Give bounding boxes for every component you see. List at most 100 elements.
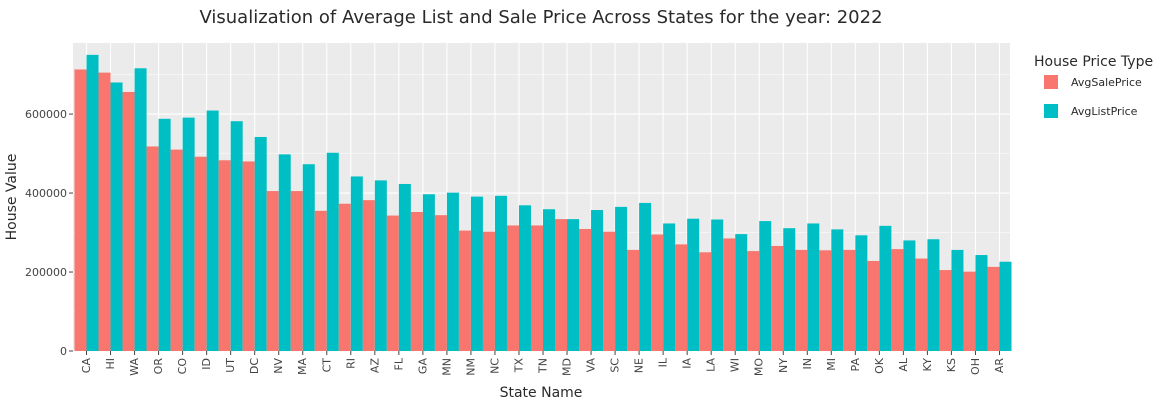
legend-swatch-AvgSalePrice [1044,75,1058,89]
bar-AvgSalePrice-SC [603,231,616,351]
x-tick-label: AR [993,358,1006,374]
legend: House Price Type AvgSalePrice AvgListPric… [1034,54,1153,118]
bar-AvgSalePrice-WA [122,91,135,351]
legend-title: House Price Type [1034,54,1153,70]
x-tick-label: LA [705,358,718,372]
bar-AvgSalePrice-ID [194,156,207,351]
bar-AvgListPrice-UT [230,121,243,351]
x-tick-label: CA [80,358,93,374]
x-tick-label: NE [633,358,646,373]
bar-AvgSalePrice-UT [218,160,231,351]
bar-AvgSalePrice-PA [843,249,856,351]
y-axis: 0 200000 400000 600000 [25,108,73,358]
x-axis: CA HI WA OR CO ID UT DC NV MA CT RI AZ FL GA MN NM NC TX TN… [80,351,1006,376]
x-tick-label: WI [729,358,742,372]
x-tick-label: KS [945,358,958,372]
x-tick-label: NM [464,358,477,376]
bar-AvgListPrice-GA [422,194,435,351]
bar-AvgListPrice-HI [110,82,123,351]
bar-AvgListPrice-WA [134,68,147,352]
bar-AvgSalePrice-TX [506,225,519,351]
x-tick-label: TN [537,358,550,374]
bar-AvgSalePrice-OK [867,260,880,351]
bar-AvgSalePrice-LA [699,252,712,351]
bar-AvgSalePrice-GA [410,212,423,351]
bar-AvgListPrice-MA [302,164,315,351]
x-tick-label: OK [873,357,886,374]
bar-AvgSalePrice-FL [386,215,399,351]
x-tick-label: WA [128,358,141,376]
x-tick-label: AZ [368,358,381,374]
bar-AvgListPrice-FL [398,183,411,351]
bar-AvgSalePrice-MO [747,251,760,351]
bar-AvgSalePrice-RI [338,203,351,351]
bar-AvgSalePrice-KY [915,258,928,351]
bar-AvgListPrice-OH [975,255,988,351]
bar-AvgListPrice-MN [446,192,459,351]
bar-AvgSalePrice-KS [939,270,952,351]
bar-AvgListPrice-AZ [374,180,387,351]
bar-AvgSalePrice-AR [987,266,1000,351]
x-tick-label: NV [272,358,285,374]
bar-AvgListPrice-RI [350,176,363,351]
bar-AvgListPrice-SC [615,206,628,351]
bar-AvgListPrice-NC [494,195,507,351]
bar-AvgListPrice-DC [254,136,267,351]
bar-AvgSalePrice-MA [290,191,303,351]
bar-AvgListPrice-MI [831,229,844,351]
chart-title: Visualization of Average List and Sale P… [199,7,882,28]
bar-AvgSalePrice-DC [242,161,255,351]
x-tick-label: UT [224,358,237,373]
x-tick-label: OR [152,358,165,375]
bar-AvgListPrice-NM [470,196,483,351]
bar-AvgListPrice-ID [206,110,219,352]
x-tick-label: GA [416,358,429,375]
x-tick-label: MN [440,358,453,376]
bar-AvgListPrice-LA [711,219,724,351]
x-tick-label: MA [296,358,309,375]
bar-AvgSalePrice-NC [482,231,495,351]
bar-AvgSalePrice-MD [555,219,568,351]
bar-AvgListPrice-MO [759,221,772,351]
bar-AvgListPrice-TX [518,205,531,351]
bar-AvgSalePrice-NY [771,245,784,351]
bar-AvgListPrice-IL [663,223,676,351]
x-tick-label: DC [248,358,261,374]
bar-AvgListPrice-CO [182,117,195,351]
x-tick-label: MI [825,358,838,371]
x-tick-label: CT [320,358,333,373]
bar-AvgListPrice-NV [278,154,291,351]
bar-AvgSalePrice-NV [266,191,279,351]
bar-AvgSalePrice-NM [458,230,471,351]
bar-AvgSalePrice-CO [170,149,183,351]
bar-AvgSalePrice-WI [723,238,736,351]
bar-AvgListPrice-AL [903,240,916,351]
x-tick-label: ID [200,358,213,370]
bar-AvgSalePrice-HI [98,72,111,351]
bar-AvgListPrice-WI [735,234,748,351]
x-tick-label: NY [777,358,790,373]
bar-AvgListPrice-OR [158,118,171,351]
x-tick-label: VA [585,358,598,373]
x-tick-label: HI [104,358,117,370]
y-tick-label: 600000 [25,108,67,121]
x-tick-label: IN [801,358,814,369]
bar-AvgListPrice-TN [543,209,556,351]
y-axis-title: House Value [4,154,20,241]
bar-AvgSalePrice-AL [891,249,904,351]
x-tick-label: MO [753,358,766,376]
bar-AvgSalePrice-MN [434,215,447,351]
x-tick-label: IL [657,357,670,367]
bar-AvgSalePrice-CA [74,69,87,351]
x-tick-label: IA [681,358,694,369]
bar-AvgSalePrice-AZ [362,200,375,351]
y-tick-label: 0 [60,345,67,358]
x-tick-label: PA [849,358,862,372]
bar-AvgSalePrice-OH [963,271,976,351]
legend-items: AvgSalePrice AvgListPrice [1044,75,1142,118]
bar-AvgListPrice-NE [639,202,652,351]
y-tick-label: 200000 [25,266,67,279]
x-tick-label: TX [512,358,525,374]
